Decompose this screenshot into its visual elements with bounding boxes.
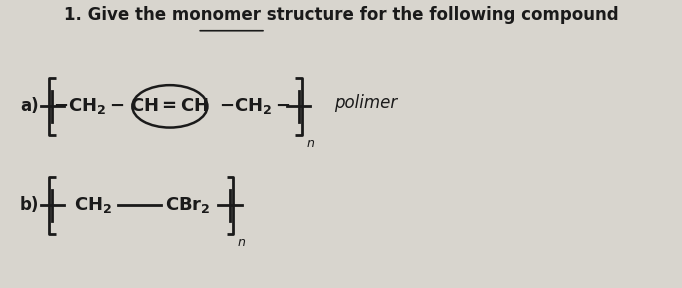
- Text: n: n: [238, 236, 246, 249]
- Text: $\mathbf{-CH_2-}$: $\mathbf{-CH_2-}$: [53, 96, 124, 116]
- Text: polimer: polimer: [334, 94, 398, 112]
- Text: b): b): [20, 196, 40, 214]
- Text: 1. Give the monomer structure for the following compound: 1. Give the monomer structure for the fo…: [63, 6, 619, 24]
- Text: a): a): [20, 97, 40, 115]
- Text: $\mathbf{CBr_2}$: $\mathbf{CBr_2}$: [164, 195, 210, 215]
- Text: $\mathbf{-CH_2-}$: $\mathbf{-CH_2-}$: [219, 96, 291, 116]
- Text: $\mathbf{CH{=}CH}$: $\mathbf{CH{=}CH}$: [130, 97, 209, 115]
- Text: $\mathbf{CH_2}$: $\mathbf{CH_2}$: [74, 195, 112, 215]
- Text: n: n: [306, 137, 314, 150]
